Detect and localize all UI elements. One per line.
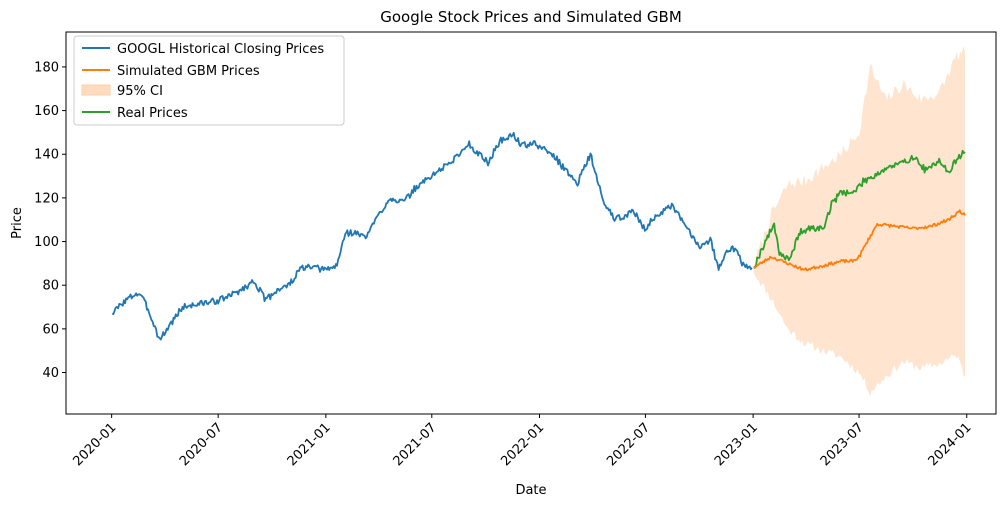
y-tick-label: 80 xyxy=(42,279,59,294)
chart-title: Google Stock Prices and Simulated GBM xyxy=(380,8,682,26)
x-axis-title: Date xyxy=(515,483,546,498)
y-tick-label: 40 xyxy=(42,366,59,381)
y-tick-label: 60 xyxy=(42,322,59,337)
legend-swatch-ci xyxy=(81,84,111,96)
legend-label-real: Real Prices xyxy=(117,106,188,121)
y-tick-label: 120 xyxy=(34,191,59,206)
legend-label-ci: 95% CI xyxy=(117,84,163,99)
legend-label-simulated: Simulated GBM Prices xyxy=(117,64,260,79)
series-real-line xyxy=(753,149,966,269)
y-tick-label: 140 xyxy=(34,148,59,163)
series-simulated-line xyxy=(753,209,966,272)
y-tick-label: 180 xyxy=(34,60,59,75)
series-ci-band xyxy=(753,46,965,397)
y-tick-label: 100 xyxy=(34,235,59,250)
plot-area xyxy=(111,46,966,397)
series-historical-line xyxy=(111,131,753,341)
y-tick-label: 160 xyxy=(34,104,59,119)
legend: GOOGL Historical Closing Prices Simulate… xyxy=(73,35,345,126)
legend-frame xyxy=(73,35,345,126)
axes-frame xyxy=(65,31,997,415)
y-axis-title: Price xyxy=(10,207,25,239)
legend-label-historical: GOOGL Historical Closing Prices xyxy=(117,42,324,57)
